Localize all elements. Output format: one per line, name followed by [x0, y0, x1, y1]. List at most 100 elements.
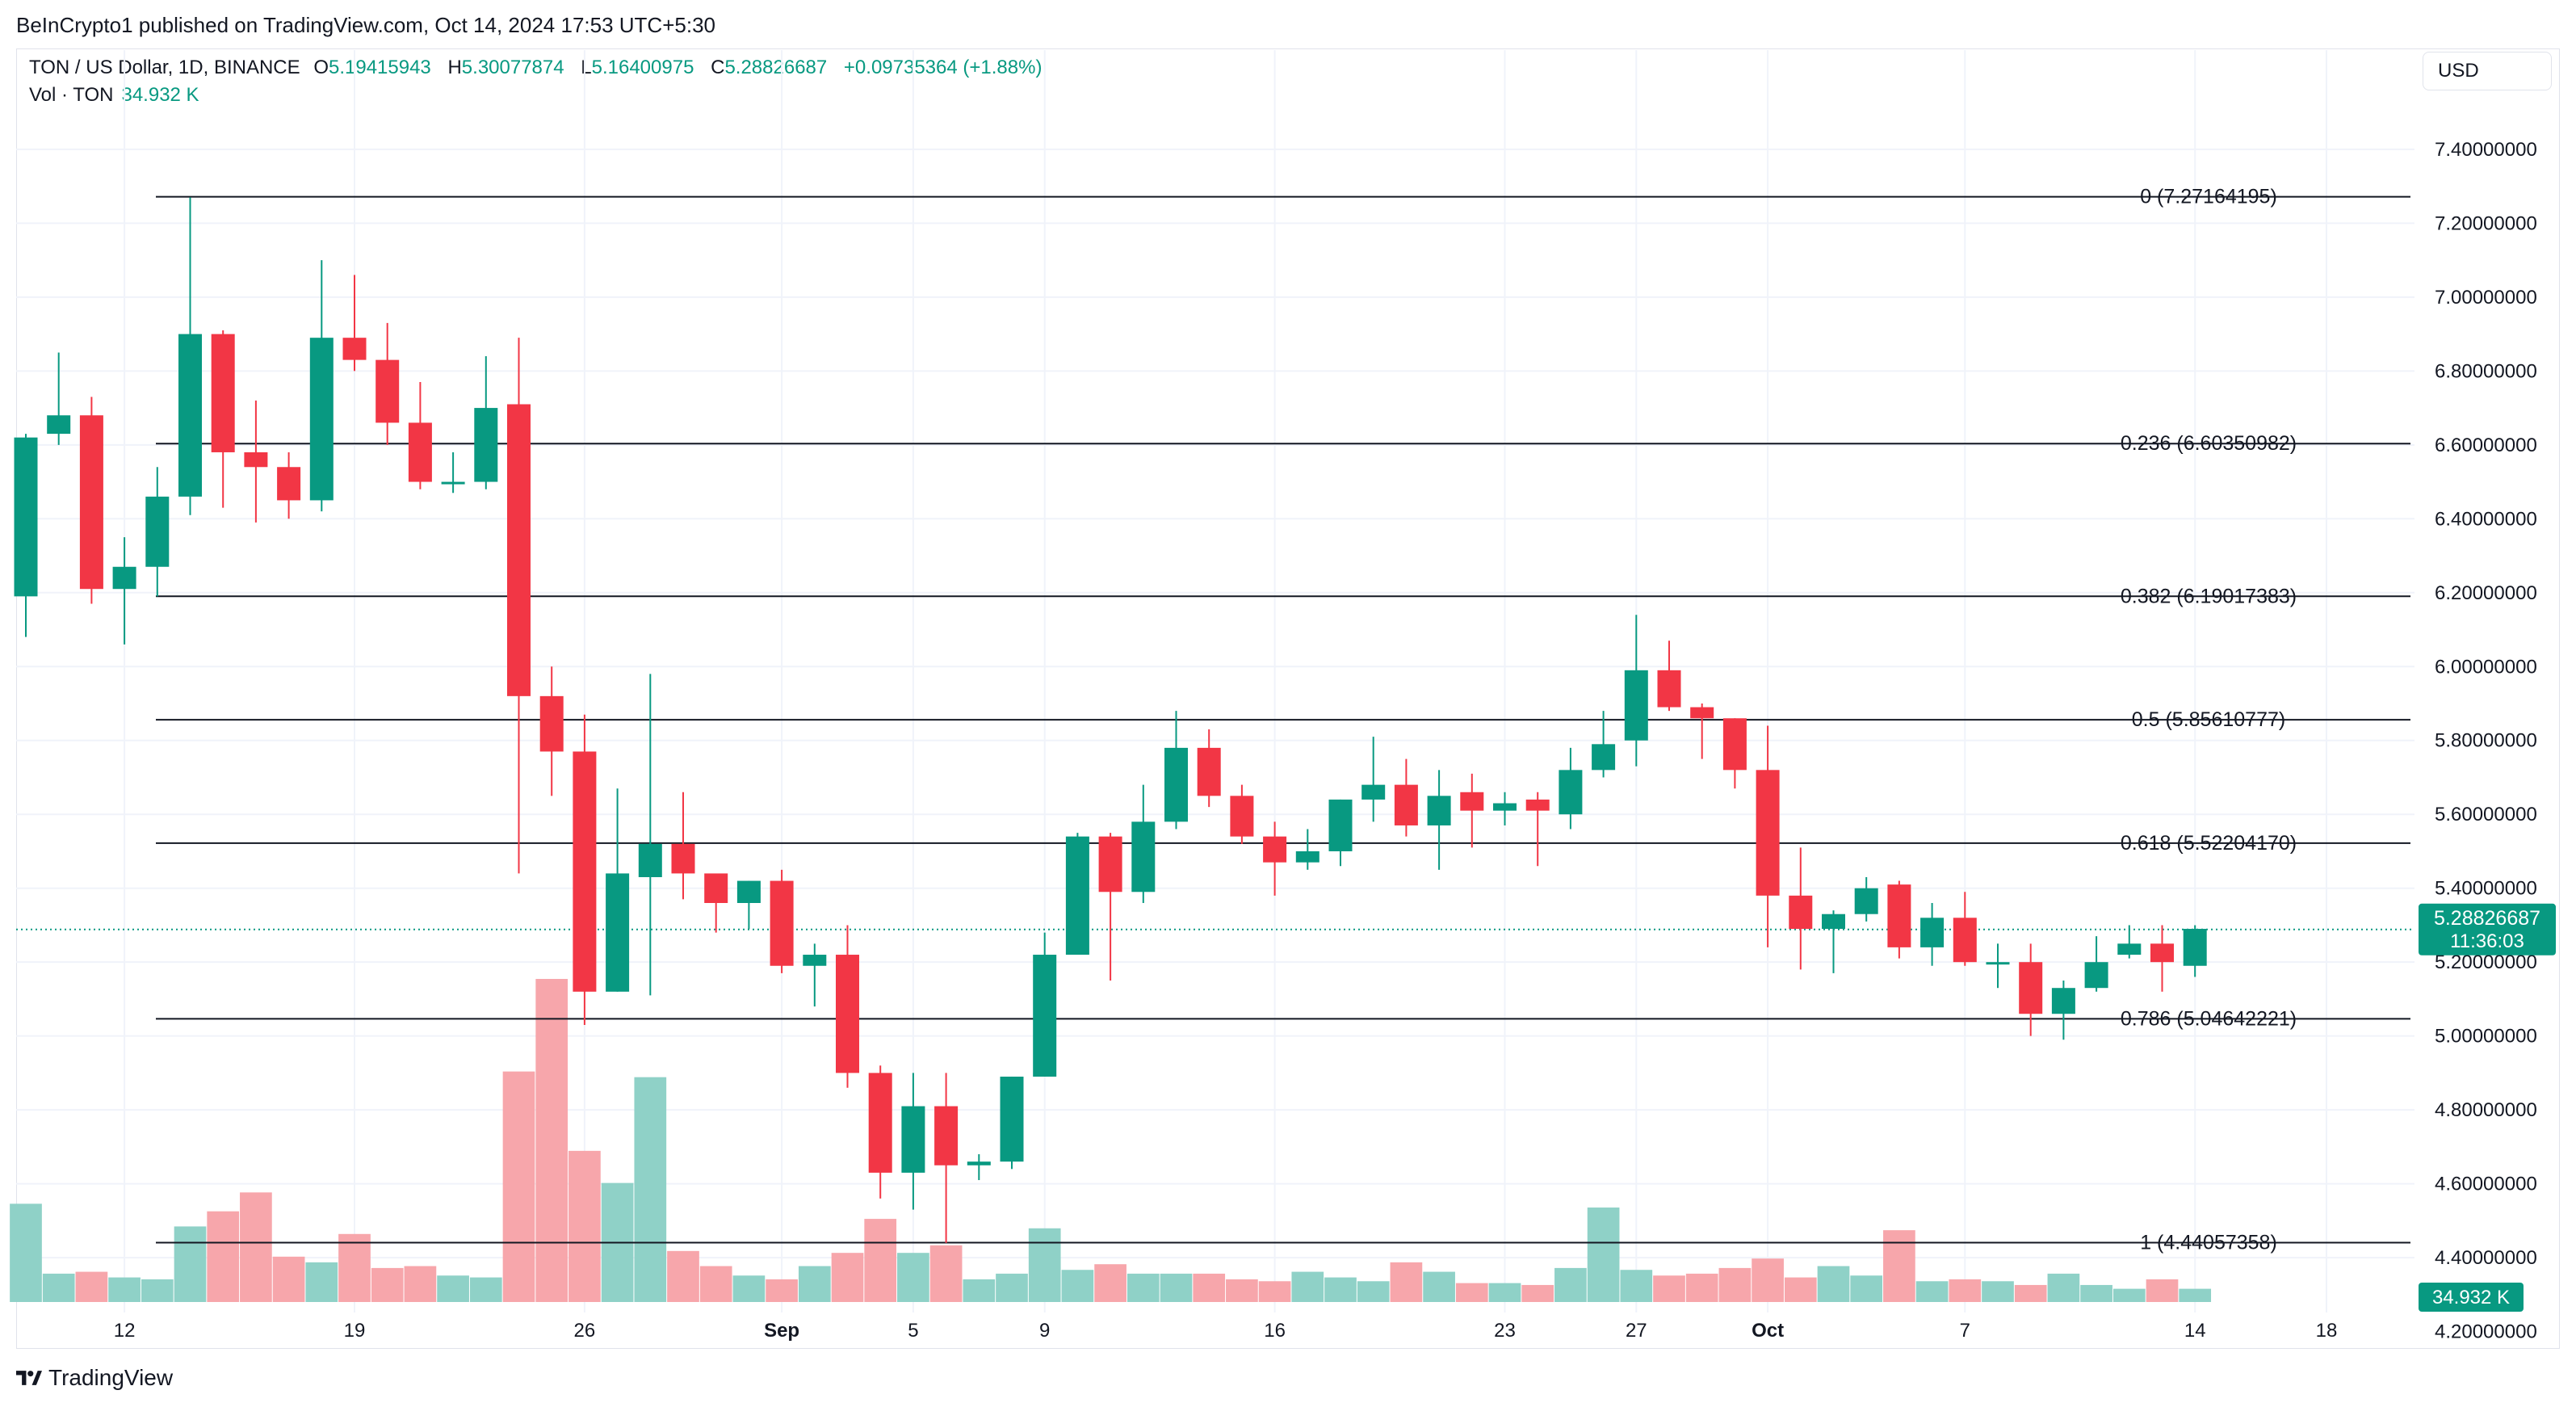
candle-body: [309, 338, 334, 501]
candle-body: [1690, 707, 1714, 719]
fib-level-label: 0.382 (6.19017383): [2121, 585, 2297, 607]
candle-body: [2084, 962, 2108, 989]
volume-bar: [929, 1245, 963, 1302]
x-tick-label: 12: [114, 1320, 136, 1342]
close-key: C: [711, 57, 725, 78]
candle-body: [606, 873, 630, 992]
volume-bar: [766, 1279, 798, 1302]
candle-body: [1822, 914, 1845, 930]
volume-bar: [897, 1253, 929, 1302]
candle-body: [342, 338, 367, 360]
candle-body: [1328, 799, 1353, 851]
fib-level-label: 0.786 (5.04642221): [2121, 1007, 2297, 1030]
volume-tag: [2419, 1283, 2524, 1312]
volume-bar: [2014, 1284, 2047, 1302]
candle-body: [868, 1073, 892, 1173]
volume-bar: [2146, 1279, 2179, 1302]
candle-body: [79, 415, 103, 590]
candle-body: [967, 1161, 991, 1166]
candle-body: [2117, 943, 2142, 956]
y-tick-label: 6.00000000: [2435, 656, 2537, 678]
x-tick-label: 27: [1626, 1320, 1647, 1342]
candle-body: [408, 422, 432, 482]
volume-bar: [2112, 1288, 2146, 1302]
x-tick-label: 9: [1039, 1320, 1050, 1342]
volume-bar: [1357, 1281, 1390, 1302]
candle-body: [1986, 962, 2010, 965]
x-tick-label: 7: [1960, 1320, 1970, 1342]
fib-level-label: 0.236 (6.60350982): [2121, 432, 2297, 455]
x-tick-label: 5: [908, 1320, 918, 1342]
volume-bar: [141, 1279, 174, 1302]
candle-body: [1098, 836, 1122, 892]
volume-bar: [1488, 1283, 1521, 1302]
volume-bar: [207, 1211, 240, 1302]
last-price-tag: [2419, 903, 2556, 956]
symbol-legend: TON / US Dollar, 1D, BINANCE O5.19415943…: [29, 57, 1053, 79]
chart-frame: [16, 48, 2560, 1349]
currency-button[interactable]: USD: [2423, 52, 2552, 90]
high-value: 5.30077874: [461, 57, 564, 78]
low-key: L: [581, 57, 592, 78]
close-value: 5.28826687: [724, 57, 828, 78]
volume-bar: [75, 1271, 108, 1302]
candle-body: [1722, 718, 1747, 771]
candle-body: [1789, 895, 1813, 930]
candle-body: [901, 1106, 925, 1173]
y-tick-label: 5.40000000: [2435, 878, 2537, 900]
candle-body: [244, 452, 268, 468]
candle-body: [573, 751, 597, 992]
volume-bar: [305, 1262, 338, 1302]
volume-bar: [1915, 1281, 1949, 1302]
candle-body: [2051, 988, 2075, 1014]
volume-value: 34.932 K: [121, 84, 199, 106]
volume-bar: [2080, 1284, 2112, 1302]
volume-tag-value: 34.932 K: [2432, 1287, 2510, 1308]
volume-bar: [1226, 1279, 1258, 1302]
tradingview-footer: TradingView: [16, 1365, 173, 1391]
volume-bar: [174, 1226, 207, 1302]
candle-body: [736, 880, 761, 903]
volume-bar: [1126, 1273, 1160, 1302]
candle-body: [112, 566, 136, 590]
candle-body: [539, 695, 564, 752]
y-tick-label: 7.40000000: [2435, 139, 2537, 161]
symbol-name[interactable]: TON / US Dollar, 1D, BINANCE: [29, 57, 300, 78]
candle-body: [178, 334, 202, 497]
volume-bar: [963, 1279, 996, 1302]
candle-body: [1756, 770, 1780, 896]
x-tick-label: 19: [344, 1320, 366, 1342]
x-tick-label: Oct: [1752, 1320, 1784, 1342]
fib-level-label: 0.618 (5.52204170): [2121, 832, 2297, 855]
fib-level-label: 0.5 (5.85610777): [2132, 708, 2285, 731]
change-value: +0.09735364 (+1.88%): [843, 57, 1043, 78]
candle-body: [1263, 836, 1287, 863]
y-tick-label: 6.40000000: [2435, 508, 2537, 530]
candle-body: [2019, 962, 2043, 1014]
candle-body: [770, 880, 794, 966]
y-tick-label: 4.80000000: [2435, 1099, 2537, 1121]
volume-bar: [108, 1277, 141, 1302]
volume-bar: [469, 1277, 502, 1302]
volume-bar: [240, 1192, 272, 1302]
candle-body: [474, 408, 498, 482]
volume-bar: [437, 1275, 469, 1302]
high-key: H: [447, 57, 462, 78]
volume-bar: [2179, 1288, 2212, 1302]
y-tick-label: 6.20000000: [2435, 582, 2537, 604]
volume-label[interactable]: Vol · TON: [29, 84, 114, 106]
x-tick-label: 16: [1264, 1320, 1286, 1342]
fib-level-label: 1 (4.44057358): [2140, 1232, 2277, 1254]
volume-bar: [1784, 1277, 1817, 1302]
volume-bar: [1390, 1262, 1423, 1302]
volume-bar: [404, 1266, 437, 1302]
volume-bar: [1028, 1228, 1061, 1302]
candle-body: [1427, 796, 1451, 825]
y-tick-label: 6.60000000: [2435, 435, 2537, 456]
volume-bar: [1554, 1267, 1587, 1302]
candle-body: [47, 415, 71, 435]
volume-bar: [1817, 1266, 1850, 1302]
candle-body: [14, 437, 38, 597]
volume-bar: [1850, 1275, 1883, 1302]
